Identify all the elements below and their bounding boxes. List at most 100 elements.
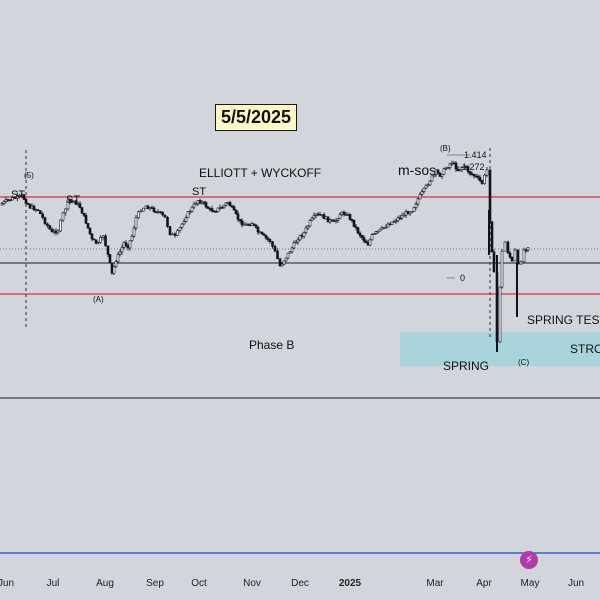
candle-body-242 xyxy=(506,241,510,254)
x-tick-10: May xyxy=(521,578,540,589)
candle-body-203 xyxy=(422,187,426,192)
candle-body-216 xyxy=(448,163,452,168)
candle-body-243 xyxy=(508,252,512,258)
x-tick-0: Jun xyxy=(0,578,14,589)
strong-zone-label: STRO xyxy=(570,342,600,356)
candle-body-94 xyxy=(202,201,206,204)
candle-body-47 xyxy=(101,235,105,238)
candle-body-115 xyxy=(244,223,248,226)
candle-body-135 xyxy=(286,252,290,259)
candle-body-112 xyxy=(238,219,242,221)
lightning-icon[interactable]: ⚡ xyxy=(520,551,538,569)
candle-body-84 xyxy=(182,221,186,225)
candle-body-133 xyxy=(282,260,286,265)
x-tick-8: Mar xyxy=(426,578,444,589)
candle-body-185 xyxy=(386,223,390,228)
candle-body-56 xyxy=(120,247,124,253)
candle-body-76 xyxy=(163,214,167,218)
candle-body-166 xyxy=(348,214,352,220)
candle-body-226 xyxy=(468,171,472,175)
candle-body-245 xyxy=(513,249,517,262)
candle-body-210 xyxy=(436,169,440,174)
candle-body-70 xyxy=(150,207,154,209)
candle-body-247 xyxy=(519,261,523,265)
candle-body-103 xyxy=(220,207,224,209)
st-label-1: ST xyxy=(11,189,25,201)
candle-body-23 xyxy=(50,228,54,233)
x-tick-6: Dec xyxy=(291,578,309,589)
candle-body-106 xyxy=(226,201,230,204)
candle-body-4 xyxy=(9,199,12,201)
candle-body-196 xyxy=(408,211,412,215)
candle-body-189 xyxy=(394,220,398,223)
candle-body-6 xyxy=(13,197,17,199)
candle-body-193 xyxy=(402,214,406,217)
candle-body-71 xyxy=(152,207,156,212)
candle-body-249 xyxy=(524,249,528,252)
candle-body-15 xyxy=(32,205,36,211)
candle-body-123 xyxy=(260,231,264,235)
candle-body-206 xyxy=(428,180,432,186)
candle-body-145 xyxy=(306,225,310,229)
candle-body-85 xyxy=(184,217,188,222)
candle-body-72 xyxy=(154,211,158,213)
candle-body-234 xyxy=(485,169,489,176)
candle-body-81 xyxy=(176,230,179,236)
candle-body-181 xyxy=(378,228,382,232)
candle-body-117 xyxy=(248,224,252,227)
candle-body-146 xyxy=(308,220,312,227)
candle-body-126 xyxy=(266,237,270,240)
candle-body-221 xyxy=(458,169,462,172)
candle-body-2 xyxy=(4,199,8,202)
candle-body-129 xyxy=(273,246,277,252)
candle-body-244 xyxy=(510,256,514,262)
candle-body-3 xyxy=(6,199,10,201)
candle-body-82 xyxy=(178,227,182,231)
candle-body-105 xyxy=(224,202,228,206)
candle-body-93 xyxy=(200,201,204,204)
candle-body-118 xyxy=(250,223,254,226)
candle-body-148 xyxy=(312,215,316,219)
candle-body-20 xyxy=(43,217,47,225)
candle-body-43 xyxy=(92,238,96,241)
candle-body-215 xyxy=(446,167,450,169)
candle-body-197 xyxy=(410,211,414,213)
candle-body-1 xyxy=(2,201,6,205)
candle-body-192 xyxy=(400,214,404,219)
spring-test-label: SPRING TEST xyxy=(527,313,600,327)
candle-body-87 xyxy=(188,211,192,213)
candle-body-108 xyxy=(230,205,234,208)
candle-body-116 xyxy=(246,223,250,226)
candle-body-27 xyxy=(59,219,62,232)
candle-body-80 xyxy=(173,233,177,236)
candle-body-170 xyxy=(356,227,360,234)
candle-body-66 xyxy=(142,207,145,212)
candle-body-107 xyxy=(228,201,232,207)
candle-body-101 xyxy=(216,207,220,212)
candle-body-228 xyxy=(472,174,476,177)
candle-body-79 xyxy=(171,233,174,236)
candle-body-100 xyxy=(214,211,218,213)
candle-body-58 xyxy=(124,242,128,246)
candle-body-78 xyxy=(168,226,172,235)
phase-b-label: Phase B xyxy=(249,338,294,352)
candle-body-54 xyxy=(116,254,120,262)
x-tick-4: Oct xyxy=(191,578,207,589)
candle-body-5 xyxy=(11,197,14,201)
candle-body-125 xyxy=(264,235,268,239)
candle-body-46 xyxy=(99,237,102,243)
candle-body-230 xyxy=(476,175,480,178)
candle-body-124 xyxy=(262,233,266,236)
candle-body-250 xyxy=(526,247,530,251)
candle-body-180 xyxy=(376,230,380,233)
candle-body-57 xyxy=(122,242,126,248)
candle-body-207 xyxy=(430,175,434,182)
candle-body-132 xyxy=(280,263,284,267)
candle-body-113 xyxy=(240,220,244,226)
x-tick-9: Apr xyxy=(476,578,492,589)
candle-body-38 xyxy=(82,213,86,216)
candle-body-138 xyxy=(292,242,296,249)
candle-body-91 xyxy=(196,200,200,205)
candle-body-169 xyxy=(354,226,358,228)
candle-body-159 xyxy=(334,219,338,222)
